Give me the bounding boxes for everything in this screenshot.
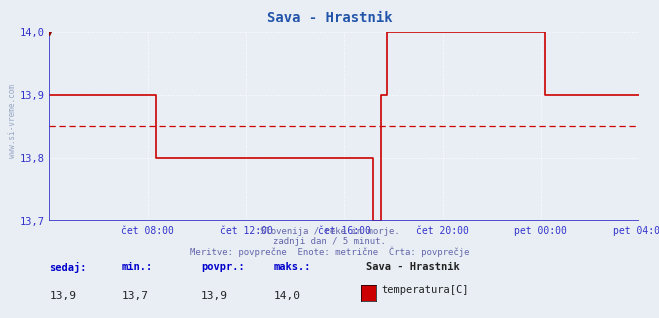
Text: 14,0: 14,0 — [273, 291, 301, 301]
Text: 13,9: 13,9 — [49, 291, 76, 301]
Text: 13,7: 13,7 — [122, 291, 149, 301]
Text: Slovenija / reke in morje.: Slovenija / reke in morje. — [260, 227, 399, 236]
Text: maks.:: maks.: — [273, 262, 311, 272]
Text: zadnji dan / 5 minut.: zadnji dan / 5 minut. — [273, 237, 386, 246]
Text: min.:: min.: — [122, 262, 153, 272]
Text: 13,9: 13,9 — [201, 291, 228, 301]
Text: povpr.:: povpr.: — [201, 262, 244, 272]
Text: www.si-vreme.com: www.si-vreme.com — [8, 84, 17, 158]
Text: Sava - Hrastnik: Sava - Hrastnik — [267, 11, 392, 25]
Text: Sava - Hrastnik: Sava - Hrastnik — [366, 262, 459, 272]
Text: Meritve: povprečne  Enote: metrične  Črta: povprečje: Meritve: povprečne Enote: metrične Črta:… — [190, 246, 469, 257]
Text: sedaj:: sedaj: — [49, 262, 87, 273]
Text: temperatura[C]: temperatura[C] — [381, 285, 469, 294]
